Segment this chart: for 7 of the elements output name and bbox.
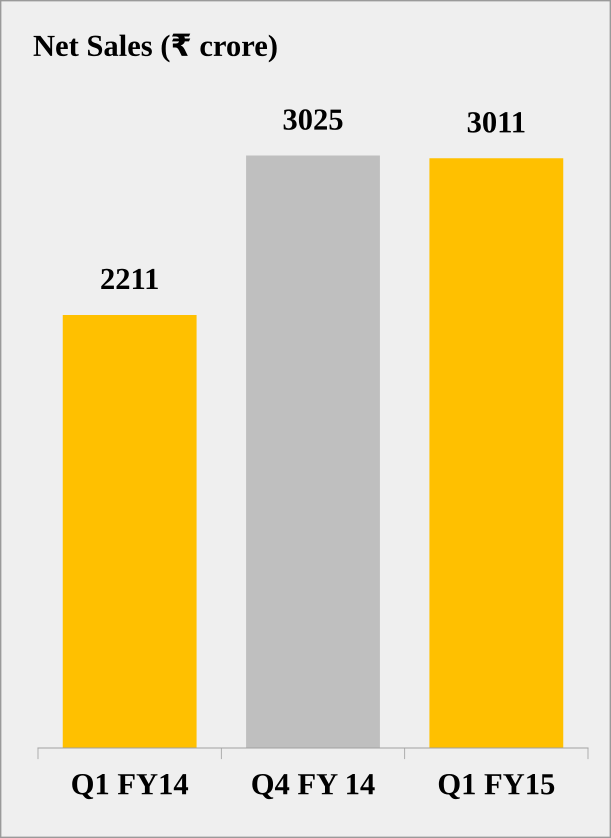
data-label: 3011 [468, 112, 524, 133]
chart-title: Net Sales (₹ crore) [34, 34, 277, 62]
data-label: 3025 [284, 109, 342, 130]
x-tick-label: Q1 FY15 [438, 774, 554, 800]
x-tick-label: Q4 FY 14 [252, 774, 375, 800]
x-tick-label: Q1 FY14 [72, 774, 188, 800]
data-label: 2211 [101, 268, 158, 290]
